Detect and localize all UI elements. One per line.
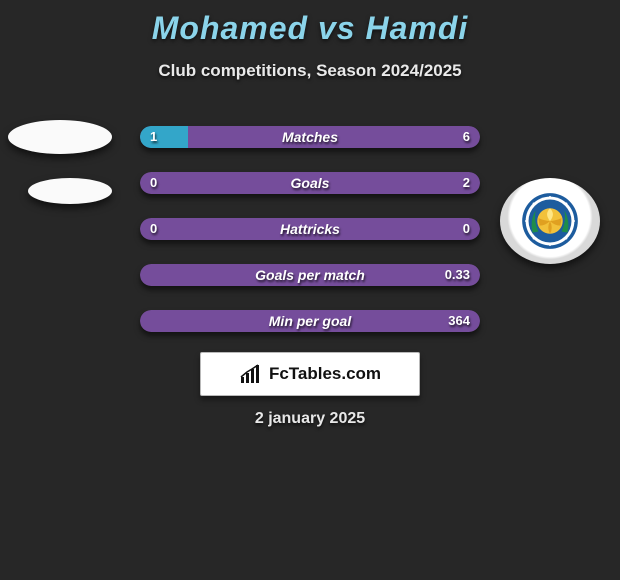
stat-row: Matches1 6 <box>140 126 480 148</box>
stat-rows: Matches16Goals02Hattricks00Goals per mat… <box>140 126 480 356</box>
stat-row-label: Min per goal <box>140 310 480 332</box>
stat-row: Goals0 2 <box>140 172 480 194</box>
stat-row: Hattricks0 0 <box>140 218 480 240</box>
stat-row-value-right: 2 <box>463 172 470 194</box>
subtitle: Club competitions, Season 2024/2025 <box>0 61 620 81</box>
stat-row-value-left: 0 <box>150 218 157 240</box>
stat-row-value-right: 364 <box>448 310 470 332</box>
stat-row-label: Goals per match <box>140 264 480 286</box>
club-crest-icon <box>521 192 579 250</box>
stat-row-label: Hattricks <box>140 218 480 240</box>
stat-row-value-right: 0.33 <box>445 264 470 286</box>
stat-row-value-left: 0 <box>150 172 157 194</box>
bars-logo-icon <box>239 363 265 385</box>
stat-row-value-right: 6 <box>463 126 470 148</box>
stat-row-value-left: 1 <box>150 126 157 148</box>
brand-text: FcTables.com <box>269 364 381 384</box>
stat-row-value-right: 0 <box>463 218 470 240</box>
comparison-infographic: Mohamed vs Hamdi Club competitions, Seas… <box>0 0 620 580</box>
page-title: Mohamed vs Hamdi <box>0 0 620 47</box>
stat-row: Min per goal364 <box>140 310 480 332</box>
brand-box: FcTables.com <box>200 352 420 396</box>
player-left-avatar-1 <box>8 120 112 154</box>
date-text: 2 january 2025 <box>0 410 620 428</box>
stat-row: Goals per match0.33 <box>140 264 480 286</box>
stat-row-label: Matches <box>140 126 480 148</box>
stat-row-label: Goals <box>140 172 480 194</box>
player-left-avatar-2 <box>28 178 112 204</box>
